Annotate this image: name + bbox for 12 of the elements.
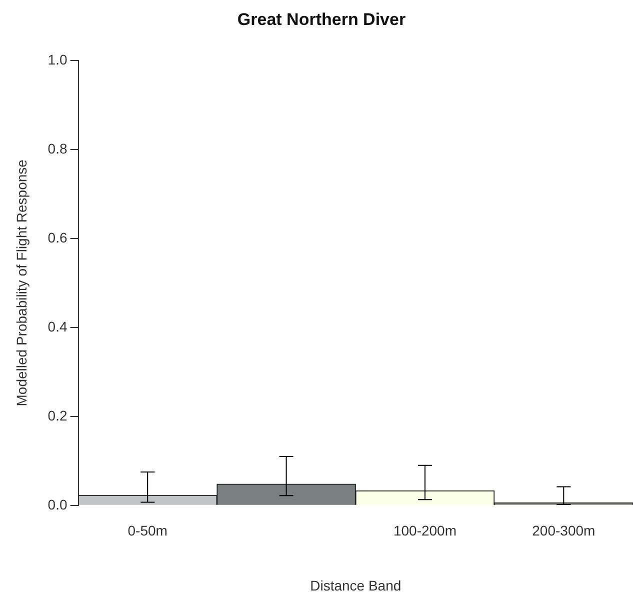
y-tick-label: 0.6: [48, 229, 68, 246]
y-tick-label: 0.8: [48, 140, 68, 156]
x-tick-label: 0-50m: [128, 522, 168, 539]
y-tick-label: 1.0: [48, 51, 68, 68]
y-tick-label: 0.2: [48, 407, 68, 424]
y-tick-label: 0.4: [48, 318, 68, 334]
x-tick-label: 100-200m: [393, 522, 456, 539]
y-axis-title: Modelled Probability of Flight Response: [13, 159, 30, 406]
x-tick-label: 200-300m: [532, 522, 596, 539]
y-tick-label: 0.0: [48, 496, 68, 512]
x-axis-title: Distance Band: [310, 577, 402, 594]
chart-title: Great Northern Diver: [237, 10, 406, 29]
